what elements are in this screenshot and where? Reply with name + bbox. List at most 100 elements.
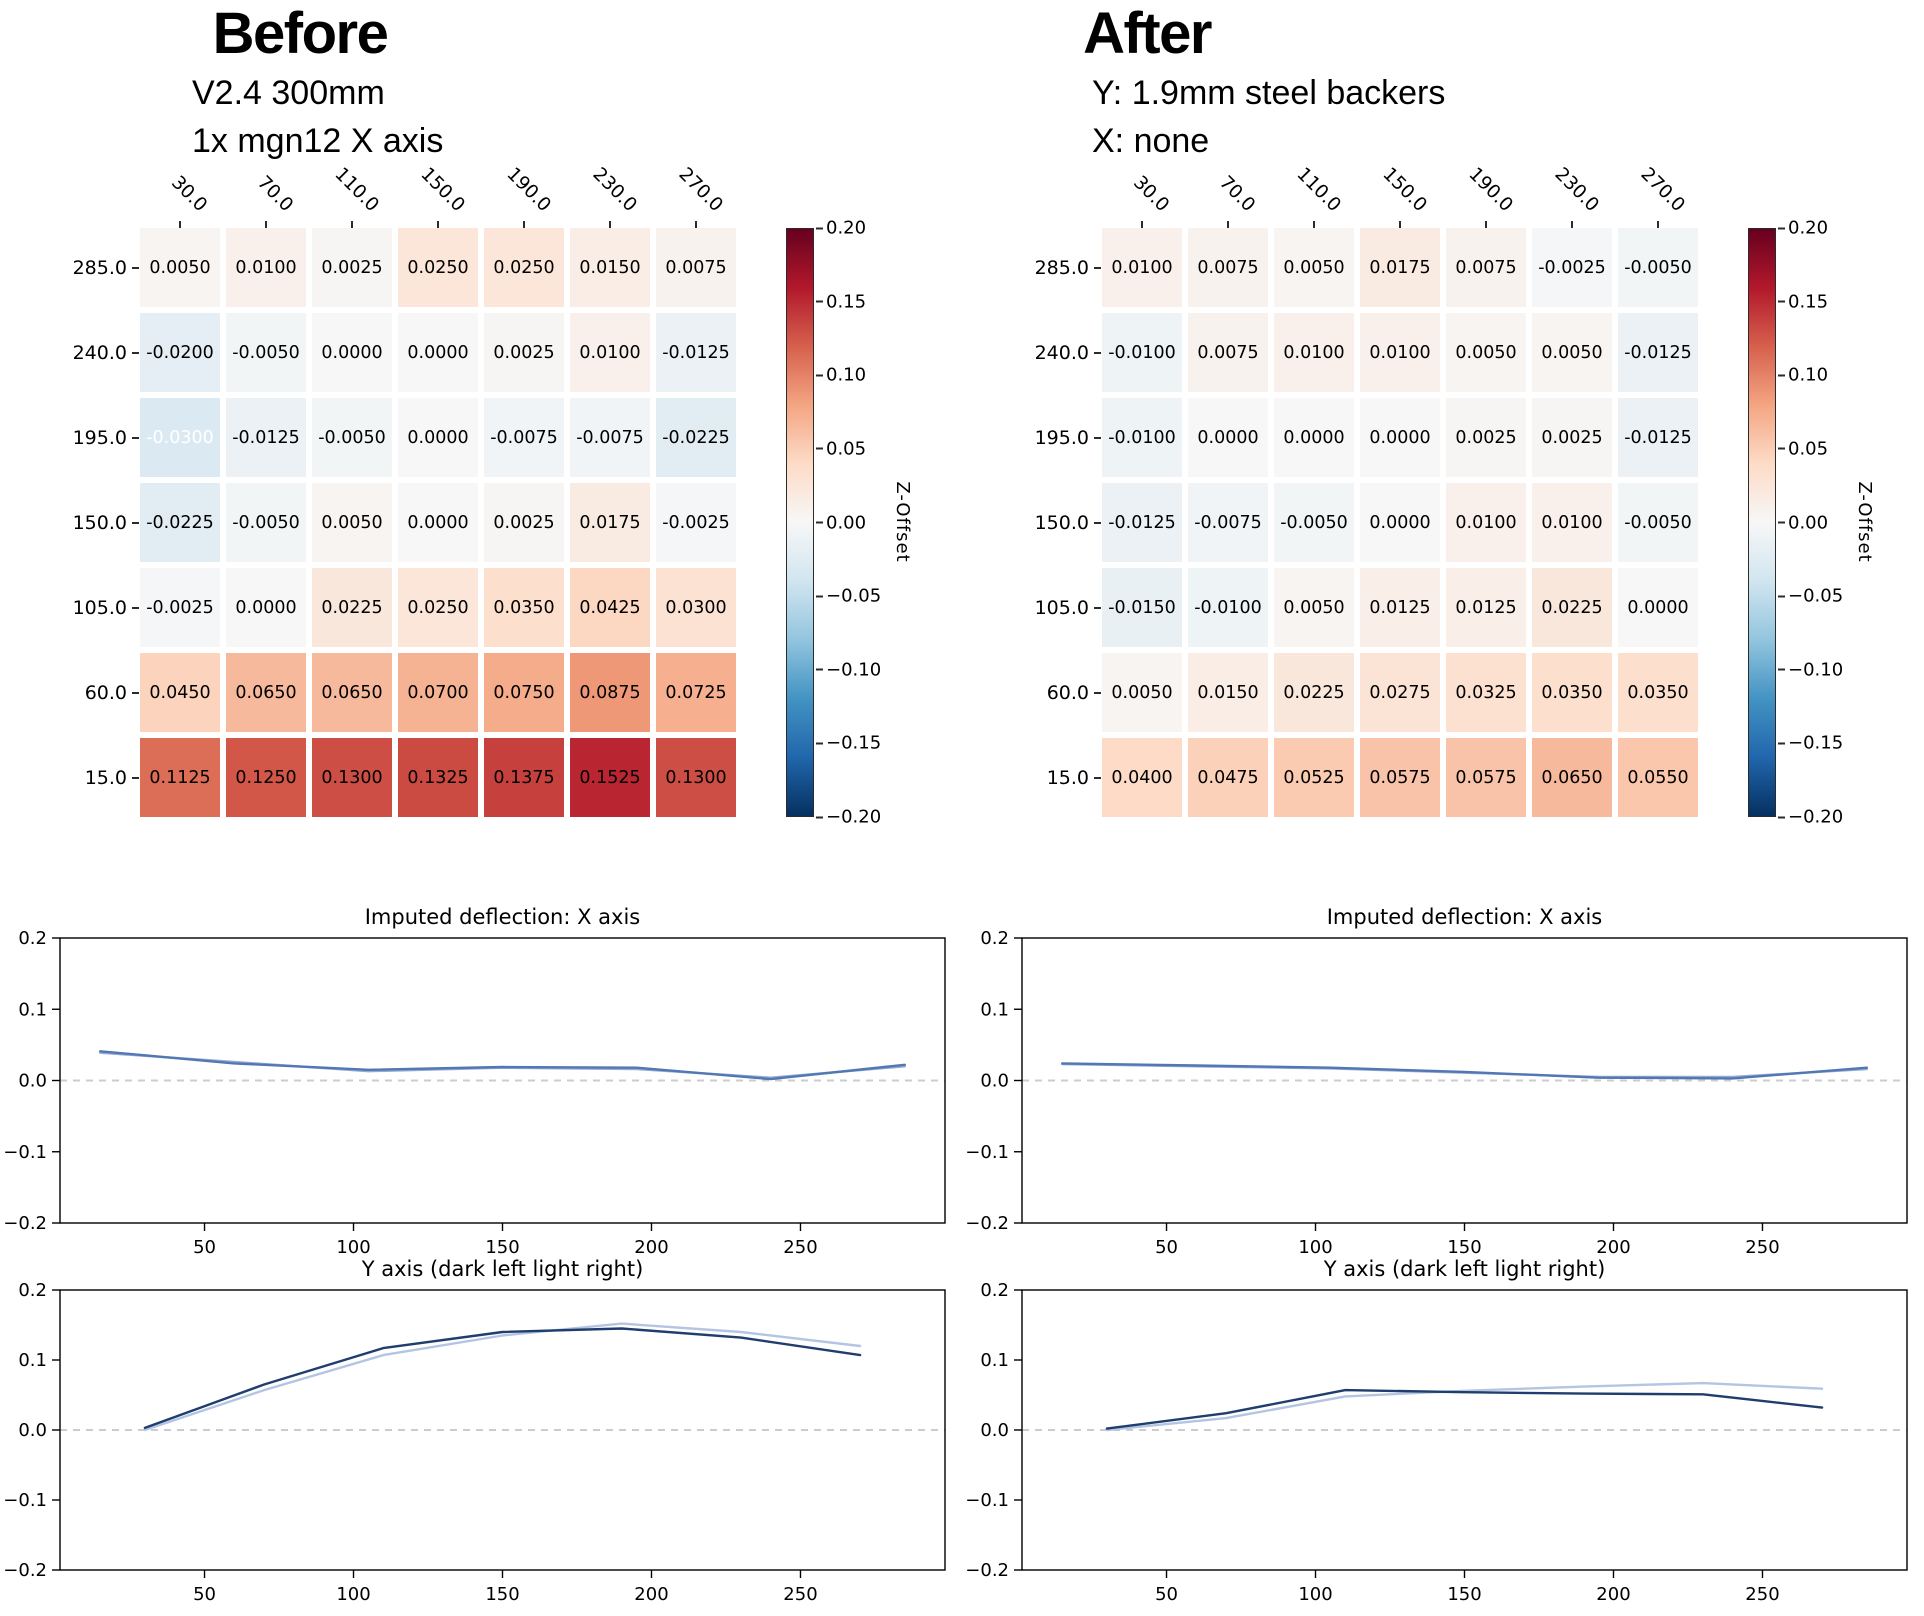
heatmap-cell: 0.0325 xyxy=(1446,653,1526,732)
heatmap-cell: -0.0050 xyxy=(1618,483,1698,562)
heatmap-cell: 0.0150 xyxy=(570,228,650,307)
panel-before-subtitle-2: 1x mgn12 X axis xyxy=(192,122,444,160)
x-tick-label: 150 xyxy=(485,1584,519,1605)
heatmap-grid: 0.0050 0.0100 0.0025 0.0250 0.0250 0.0150 0.00… xyxy=(140,228,736,817)
heatmap-cell: -0.0025 xyxy=(656,483,736,562)
colorbar-tick-label: −0.15 xyxy=(815,732,882,754)
heatmap-cell: -0.0075 xyxy=(484,398,564,477)
heatmap-cell: 0.0350 xyxy=(484,568,564,647)
y-tick-label: −0.2 xyxy=(3,1213,47,1234)
colorbar-tick-label: −0.05 xyxy=(1777,585,1844,607)
heatmap-cell: -0.0025 xyxy=(140,568,220,647)
heatmap-cell: 0.0125 xyxy=(1446,568,1526,647)
heatmap-cell: -0.0125 xyxy=(1102,483,1182,562)
colorbar-tick-label: 0.05 xyxy=(815,438,867,460)
heatmap-cell: 0.0450 xyxy=(140,653,220,732)
heatmap-cell: -0.0125 xyxy=(1618,313,1698,392)
heatmap-cell: 0.0875 xyxy=(570,653,650,732)
heatmap-cell: 0.1525 xyxy=(570,738,650,817)
heatmap-cell: 0.0025 xyxy=(312,228,392,307)
row-tick-label: 195.0 xyxy=(962,398,1101,477)
row-tick-label: 150.0 xyxy=(962,483,1101,562)
heatmap-cell: 0.0300 xyxy=(656,568,736,647)
heatmap-cell: 0.0100 xyxy=(226,228,306,307)
column-tick-label: 270.0 xyxy=(1636,163,1689,216)
heatmap-cell: 0.0100 xyxy=(1102,228,1182,307)
heatmap-cell: 0.0075 xyxy=(1446,228,1526,307)
chart-before-y-axis-deflection: Y axis (dark left light right) 0.2 0.1 0.0 −… xyxy=(0,1256,962,1612)
heatmap-cell: 0.1300 xyxy=(656,738,736,817)
colorbar-tick-label: −0.20 xyxy=(815,806,882,828)
heatmap-cell: 0.0000 xyxy=(312,313,392,392)
heatmap-cell: 0.0250 xyxy=(484,228,564,307)
row-tick-label: 285.0 xyxy=(962,228,1101,307)
column-tick: 230.0 xyxy=(570,150,650,228)
series-light xyxy=(98,1051,906,1079)
heatmap-cell: 0.0175 xyxy=(1360,228,1440,307)
x-tick-label: 200 xyxy=(1596,1237,1630,1258)
heatmap-cell: -0.0125 xyxy=(1618,398,1698,477)
y-tick-label: 0.1 xyxy=(18,1350,47,1371)
heatmap-cell: 0.0000 xyxy=(226,568,306,647)
column-tick: 230.0 xyxy=(1532,150,1612,228)
column-tick: 110.0 xyxy=(312,150,392,228)
heatmap-cell: 0.0000 xyxy=(1360,483,1440,562)
column-tick: 30.0 xyxy=(1102,150,1182,228)
heatmap-cell: 0.0350 xyxy=(1532,653,1612,732)
x-tick-label: 250 xyxy=(1745,1237,1779,1258)
x-tick-label: 250 xyxy=(783,1237,817,1258)
heatmap-cell: -0.0200 xyxy=(140,313,220,392)
colorbar-tick-label: −0.20 xyxy=(1777,806,1844,828)
heatmap-cell: 0.0225 xyxy=(1274,653,1354,732)
column-tick-label: 70.0 xyxy=(252,172,297,216)
column-tick-label: 30.0 xyxy=(166,172,211,216)
x-tick-label: 50 xyxy=(1155,1584,1178,1605)
column-tick: 270.0 xyxy=(656,150,736,228)
heatmap-cell: 0.0225 xyxy=(1532,568,1612,647)
x-tick-label: 150 xyxy=(1447,1584,1481,1605)
column-tick: 190.0 xyxy=(1446,150,1526,228)
heatmap-cell: 0.0650 xyxy=(226,653,306,732)
heatmap-cell: -0.0100 xyxy=(1102,398,1182,477)
heatmap-after: 30.0 70.0 110.0 150.0 190.0 230.0 270.0 285.0 24… xyxy=(962,0,1924,900)
column-tick: 190.0 xyxy=(484,150,564,228)
heatmap-cell: -0.0025 xyxy=(1532,228,1612,307)
colorbar xyxy=(1748,228,1776,817)
heatmap-cell: -0.0100 xyxy=(1188,568,1268,647)
x-tick-label: 250 xyxy=(783,1584,817,1605)
colorbar-tick-label: 0.10 xyxy=(815,364,867,386)
heatmap-cell: 0.0525 xyxy=(1274,738,1354,817)
heatmap-cell: 0.0025 xyxy=(484,313,564,392)
heatmap-cell: -0.0125 xyxy=(656,313,736,392)
x-tick-label: 250 xyxy=(1745,1584,1779,1605)
column-tick: 70.0 xyxy=(226,150,306,228)
x-tick-label: 50 xyxy=(193,1237,216,1258)
heatmap-cell: 0.1375 xyxy=(484,738,564,817)
x-tick-label: 100 xyxy=(336,1584,370,1605)
heatmap-cell: 0.0275 xyxy=(1360,653,1440,732)
heatmap-cell: 0.0100 xyxy=(1360,313,1440,392)
chart-after-y-axis-deflection: Y axis (dark left light right) 0.2 0.1 0.0 −… xyxy=(962,1256,1924,1612)
column-tick-label: 150.0 xyxy=(1378,163,1431,216)
heatmap-cell: 0.0100 xyxy=(570,313,650,392)
heatmap-cell: 0.0650 xyxy=(312,653,392,732)
chart-before-x-axis-deflection: Imputed deflection: X axis 0.2 0.1 0.0 −0.1 −… xyxy=(0,898,962,1268)
heatmap-row-labels: 285.0 240.0 195.0 150.0 105.0 60.0 15.0 xyxy=(962,228,1101,817)
heatmap-cell: 0.0700 xyxy=(398,653,478,732)
heatmap-cell: 0.0000 xyxy=(398,313,478,392)
heatmap-cell: -0.0100 xyxy=(1102,313,1182,392)
heatmap-cell: 0.0150 xyxy=(1188,653,1268,732)
row-tick-label: 195.0 xyxy=(0,398,139,477)
heatmap-cell: 0.0025 xyxy=(1532,398,1612,477)
x-tick-label: 100 xyxy=(1298,1584,1332,1605)
y-tick-label: 0.1 xyxy=(980,1350,1009,1371)
line-chart-svg: Y axis (dark left light right) 0.2 0.1 0.0 −… xyxy=(965,1257,1908,1605)
x-tick-label: 200 xyxy=(634,1584,668,1605)
column-tick-label: 190.0 xyxy=(502,163,555,216)
heatmap-cell: 0.0250 xyxy=(398,568,478,647)
y-tick-label: −0.1 xyxy=(3,1142,47,1163)
x-tick-label: 150 xyxy=(485,1237,519,1258)
y-tick-label: 0.2 xyxy=(18,1280,47,1301)
heatmap-cell: 0.0025 xyxy=(1446,398,1526,477)
row-tick-label: 15.0 xyxy=(0,738,139,817)
